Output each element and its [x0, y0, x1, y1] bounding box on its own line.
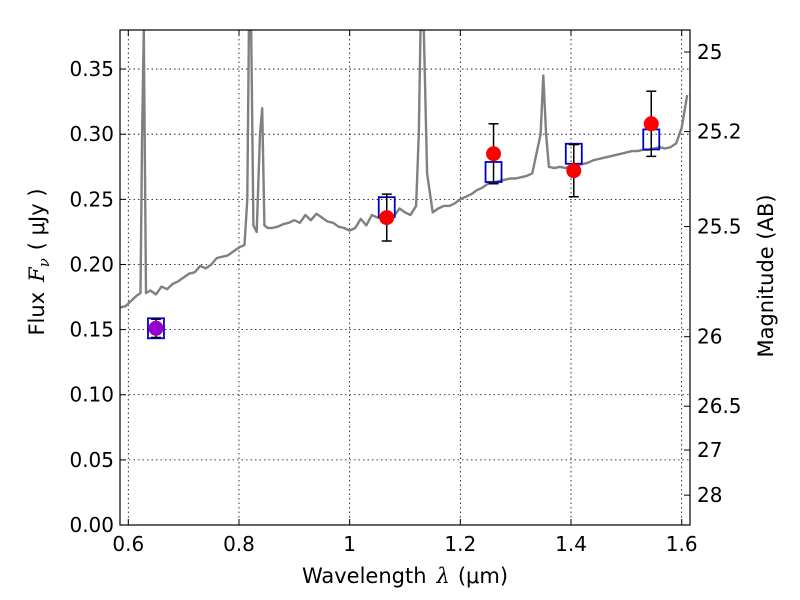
- x-tick-label: 0.6: [112, 532, 144, 556]
- measured-data-point: [379, 210, 395, 226]
- x-tick-label: 0.8: [223, 532, 255, 556]
- y-axis-label-right: Magnitude (AB): [754, 194, 778, 357]
- measured-data-point: [486, 146, 502, 162]
- measured-data-point: [643, 116, 659, 132]
- right-tick-label: 25: [697, 40, 722, 64]
- x-tick-label: 1: [343, 532, 356, 556]
- x-tick-label: 1.6: [666, 532, 698, 556]
- y-tick-label: 0.00: [69, 513, 114, 537]
- y-tick-label: 0.20: [69, 252, 114, 276]
- right-tick-label: 27: [697, 438, 722, 462]
- grid: [120, 30, 690, 526]
- x-tick-label: 1.4: [555, 532, 587, 556]
- y-tick-label: 0.10: [69, 383, 114, 407]
- model-spectrum-line: [120, 30, 689, 309]
- x-axis-label: Wavelength λ (μm): [302, 564, 508, 588]
- right-tick-label: 25.5: [697, 215, 742, 239]
- y-tick-label: 0.30: [69, 122, 114, 146]
- right-tick-label: 25.2: [697, 120, 742, 144]
- right-tick-label: 26: [697, 325, 722, 349]
- y-tick-label: 0.15: [69, 318, 114, 342]
- model-box-marker: [147, 317, 165, 340]
- y-tick-label: 0.05: [69, 448, 114, 472]
- series-layer: [120, 30, 689, 309]
- right-tick-label: 28: [697, 483, 722, 507]
- purple-data-point: [148, 320, 164, 336]
- right-tick-label: 26.5: [697, 394, 742, 418]
- ticks-layer: 0.6 0.8 1 1.2 1.4 1.6 0.00 0.05 0.10 0.15 0.20 0.25…: [69, 30, 742, 556]
- plot-frame: [119, 29, 691, 526]
- y-axis-label-left: FluxFν( μJy ): [25, 188, 53, 335]
- y-tick-label: 0.35: [69, 57, 114, 81]
- markers-layer: [147, 90, 661, 340]
- y-tick-label: 0.25: [69, 187, 114, 211]
- x-tick-label: 1.2: [444, 532, 476, 556]
- measured-data-point: [566, 163, 582, 179]
